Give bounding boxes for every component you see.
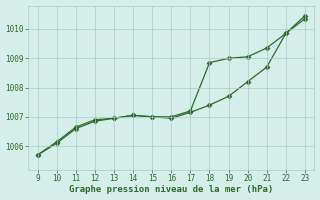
- X-axis label: Graphe pression niveau de la mer (hPa): Graphe pression niveau de la mer (hPa): [69, 185, 274, 194]
